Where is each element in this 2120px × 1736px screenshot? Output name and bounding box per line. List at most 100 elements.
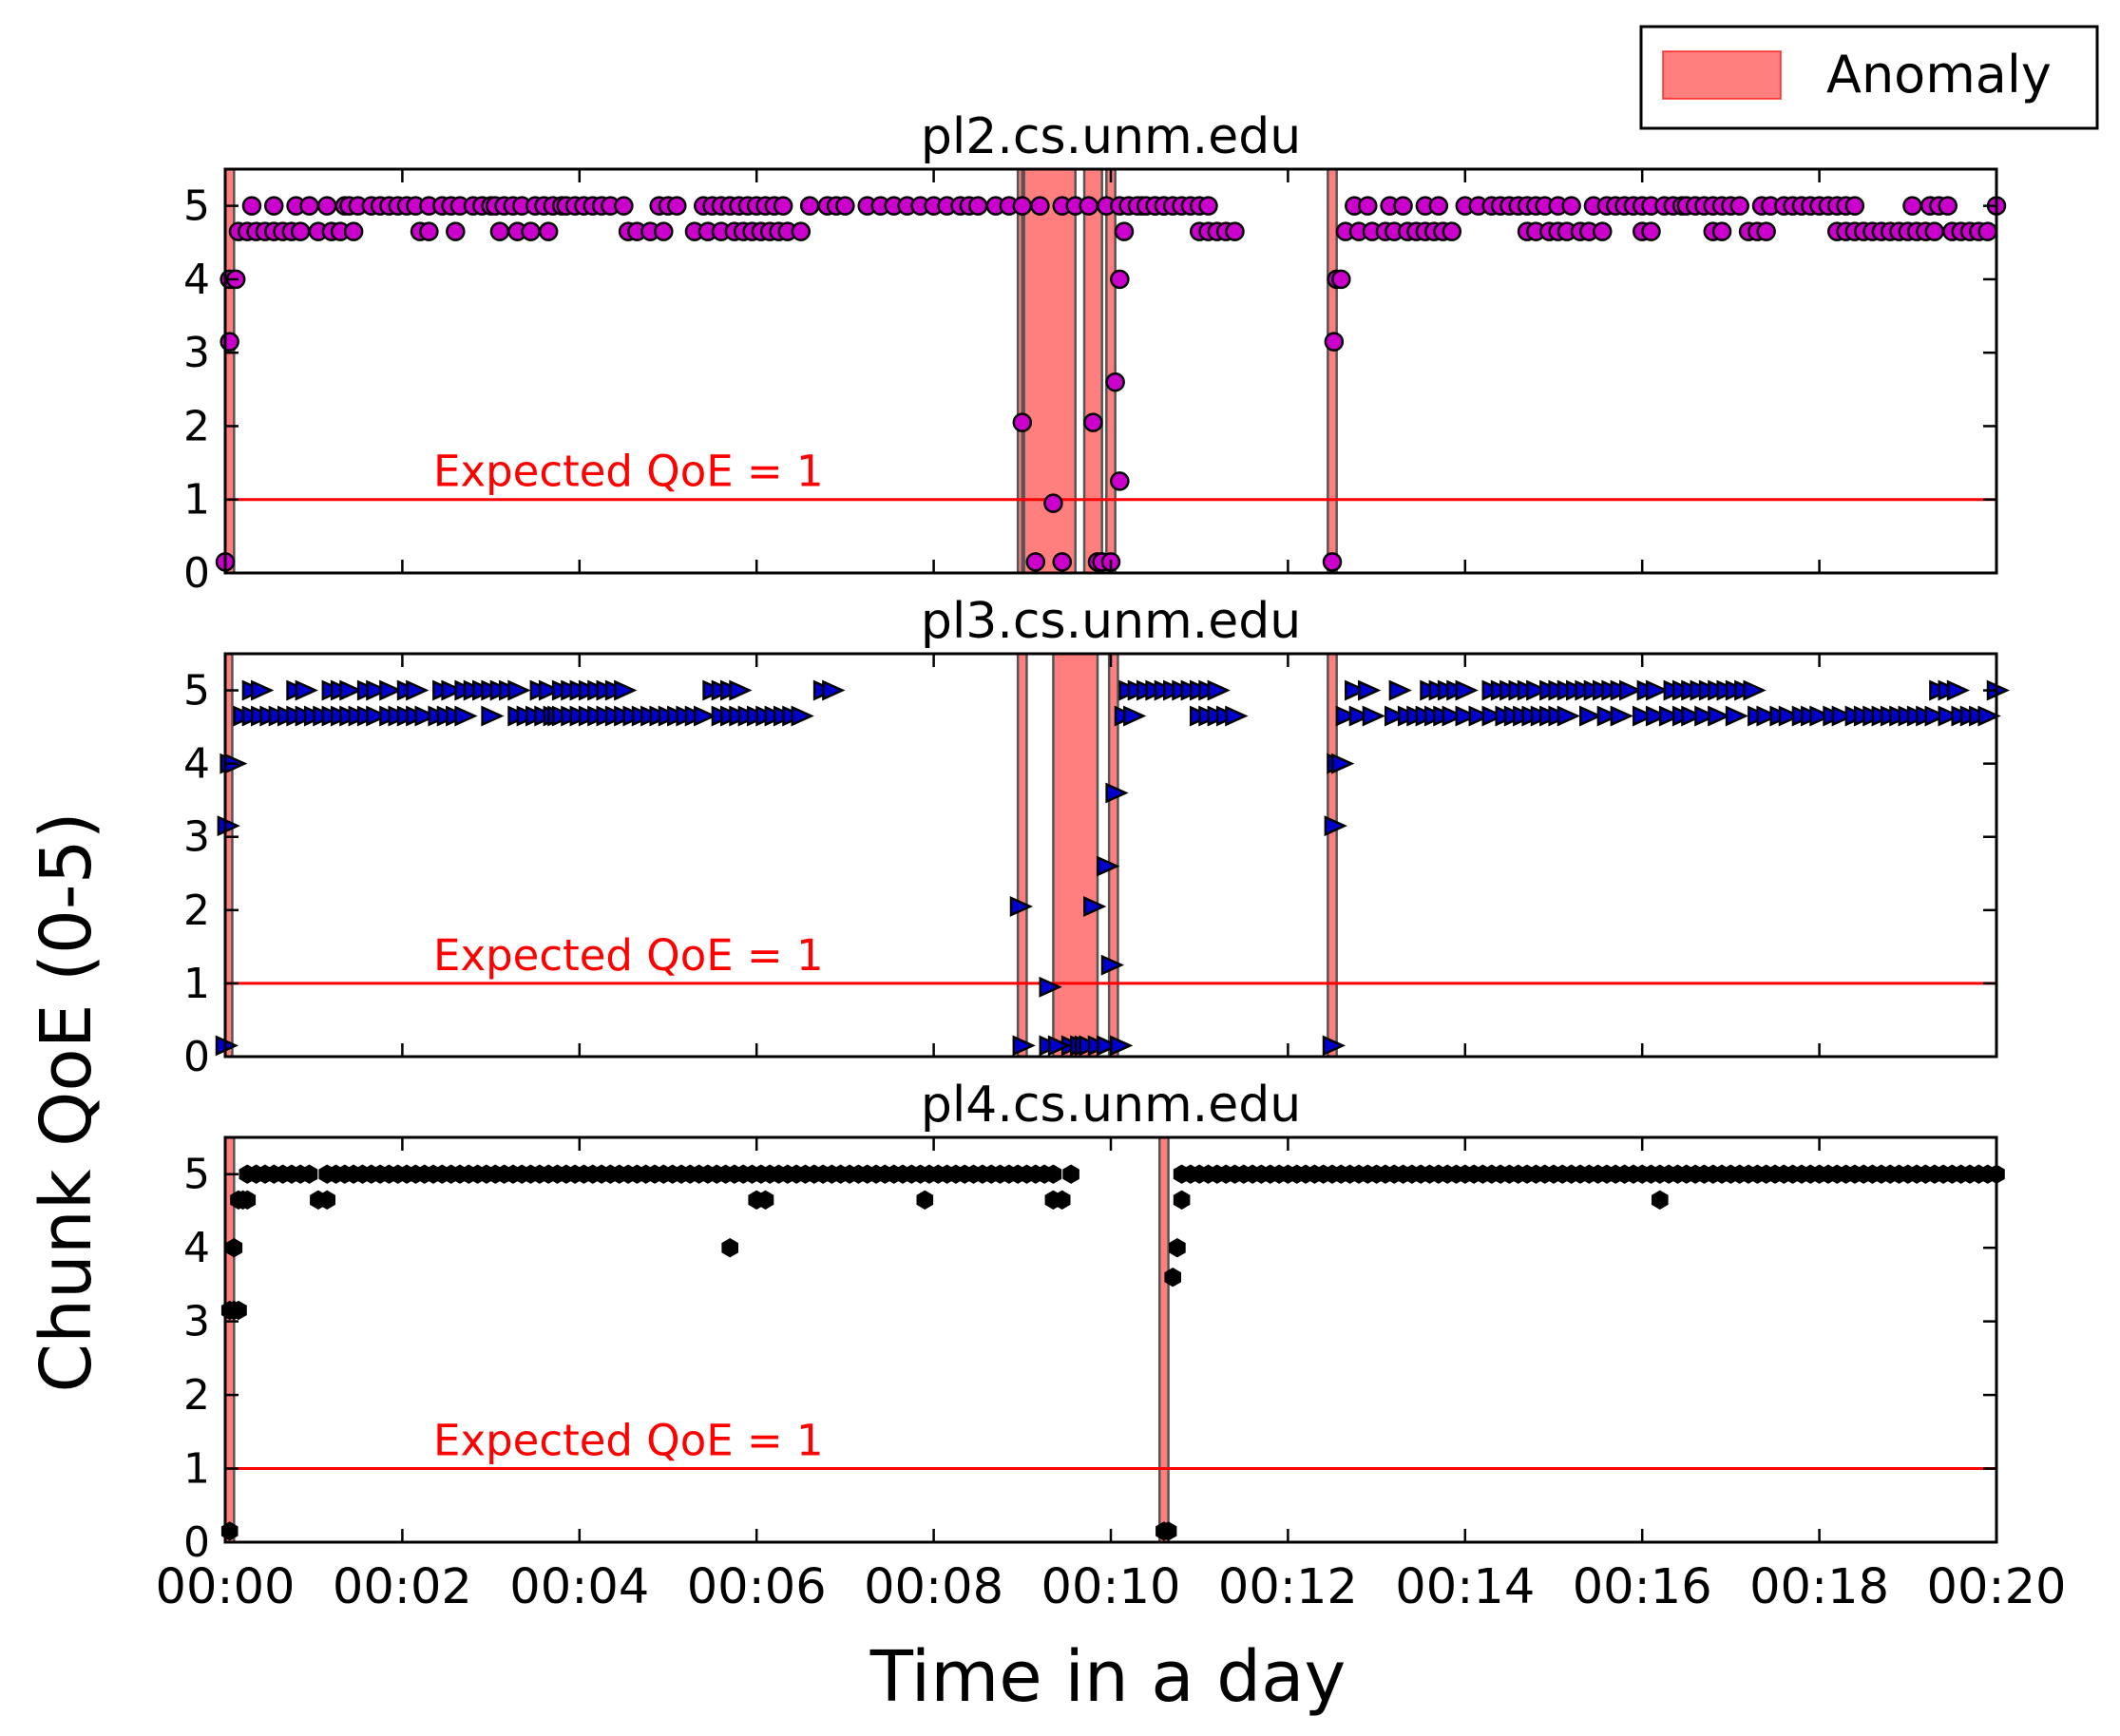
- data-point: [1557, 705, 1581, 727]
- data-point: [1324, 815, 1347, 837]
- data-point: [1977, 221, 1997, 241]
- data-point: [406, 679, 430, 701]
- data-point: [1756, 705, 1780, 727]
- y-tick-label: 5: [183, 182, 210, 231]
- x-axis-label: Time in a day: [869, 1636, 1346, 1718]
- data-point: [1645, 679, 1670, 701]
- data-point: [1100, 954, 1125, 976]
- data-point: [220, 332, 239, 352]
- data-point: [1009, 896, 1034, 917]
- data-point: [1756, 221, 1776, 241]
- data-point: [1025, 552, 1046, 572]
- data-point: [1225, 221, 1245, 241]
- anomaly-region: [1158, 1135, 1170, 1544]
- data-point: [1725, 705, 1749, 727]
- anomaly-region: [1052, 652, 1099, 1059]
- data-point: [1155, 1521, 1173, 1541]
- data-point: [1335, 705, 1360, 727]
- data-point: [230, 1300, 247, 1321]
- data-point: [343, 221, 364, 241]
- data-point: [1924, 221, 1945, 241]
- data-point: [1324, 332, 1345, 352]
- data-point: [1012, 1035, 1036, 1057]
- data-point: [339, 679, 363, 701]
- data-point: [366, 705, 390, 727]
- data-point: [1902, 196, 1922, 216]
- expected-qoe-label: Expected QoE = 1: [433, 930, 824, 981]
- data-point: [1052, 552, 1072, 572]
- data-point: [916, 1190, 934, 1210]
- data-point: [1938, 196, 1958, 216]
- data-point: [721, 1238, 738, 1258]
- legend-label-anomaly: Anomaly: [1826, 45, 2052, 105]
- data-point: [1618, 679, 1643, 701]
- data-point: [1641, 221, 1661, 241]
- data-point: [1012, 196, 1033, 216]
- x-tick-label: 00:00: [156, 1559, 296, 1615]
- y-tick-label: 4: [183, 1224, 210, 1272]
- data-point: [614, 679, 638, 701]
- x-tick-label: 00:14: [1395, 1559, 1535, 1615]
- panel-title: pl2.cs.unm.edu: [921, 108, 1301, 165]
- data-point: [251, 679, 275, 701]
- data-point: [1831, 705, 1855, 727]
- data-point: [1083, 896, 1107, 917]
- data-point: [1123, 705, 1147, 727]
- x-tick-label: 00:16: [1573, 1559, 1712, 1615]
- data-point: [773, 196, 793, 216]
- data-point: [1110, 471, 1130, 491]
- data-point: [1610, 705, 1633, 727]
- data-point: [1362, 705, 1385, 727]
- data-point: [1044, 1164, 1062, 1184]
- data-point: [729, 679, 753, 701]
- data-point: [1164, 1268, 1181, 1288]
- data-point: [1062, 1164, 1079, 1184]
- data-points: [215, 196, 2007, 572]
- data-point: [300, 1164, 318, 1184]
- anomaly-region: [1327, 167, 1338, 575]
- data-point: [1743, 679, 1767, 701]
- panel-1: pl2.cs.unm.edu Expected QoE = 1 0 1 2 3 4 5: [183, 108, 2007, 598]
- data-point: [1207, 679, 1231, 701]
- data-point: [241, 196, 262, 216]
- data-point: [1652, 1190, 1669, 1210]
- data-point: [1468, 705, 1492, 727]
- data-point: [481, 705, 505, 727]
- data-point: [316, 196, 337, 216]
- y-tick-label: 5: [183, 1151, 210, 1199]
- y-tick-label: 0: [183, 549, 210, 598]
- data-point: [1694, 705, 1718, 727]
- expected-qoe-label: Expected QoE = 1: [433, 1416, 824, 1466]
- data-point: [441, 679, 465, 701]
- y-tick-label: 2: [183, 402, 210, 450]
- data-point: [1105, 782, 1129, 804]
- y-tick-label: 1: [183, 1445, 210, 1494]
- data-point: [1632, 705, 1656, 727]
- data-point: [1442, 705, 1465, 727]
- data-point: [1711, 221, 1732, 241]
- data-point: [1924, 705, 1948, 727]
- data-point: [1110, 269, 1130, 290]
- data-point: [1428, 196, 1449, 216]
- data-point: [1778, 705, 1803, 727]
- data-point: [791, 705, 814, 727]
- data-point: [507, 679, 531, 701]
- y-tick-label: 3: [183, 329, 210, 377]
- data-point: [1455, 705, 1479, 727]
- legend: Anomaly: [1639, 25, 2099, 130]
- data-point: [295, 679, 318, 701]
- data-point: [1043, 493, 1063, 513]
- data-point: [1079, 196, 1098, 216]
- legend-swatch-anomaly: [1662, 50, 1782, 100]
- data-point: [419, 221, 439, 241]
- data-point: [366, 679, 390, 701]
- x-tick-label: 00:02: [333, 1559, 472, 1615]
- y-tick-label: 0: [183, 1033, 210, 1081]
- data-point: [446, 221, 466, 241]
- data-point: [1681, 705, 1705, 727]
- anomaly-region: [1327, 652, 1338, 1059]
- data-point: [1809, 705, 1833, 727]
- data-points: [215, 679, 2011, 1057]
- data-point: [1388, 679, 1412, 701]
